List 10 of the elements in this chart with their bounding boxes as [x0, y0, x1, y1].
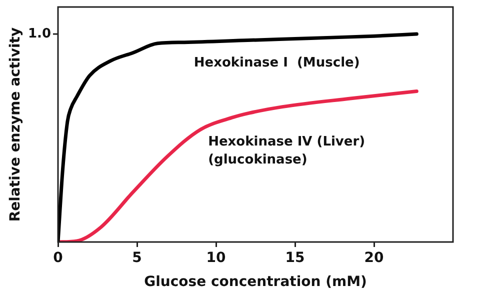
series-label: Hexokinase IV (Liver) (glucokinase) [208, 134, 366, 168]
series-label: Hexokinase I (Muscle) [194, 56, 360, 71]
x-tick-label: 5 [132, 250, 142, 266]
x-tick-label: 0 [53, 250, 64, 266]
x-tick-label: 15 [285, 250, 305, 266]
x-axis-title: Glucose concentration (mM) [144, 274, 367, 290]
x-tick-label: 10 [206, 250, 226, 266]
text: 1.0 [28, 26, 51, 42]
x-tick-label: 20 [364, 250, 384, 266]
y-axis-title: Relative enzyme activity [8, 27, 24, 222]
